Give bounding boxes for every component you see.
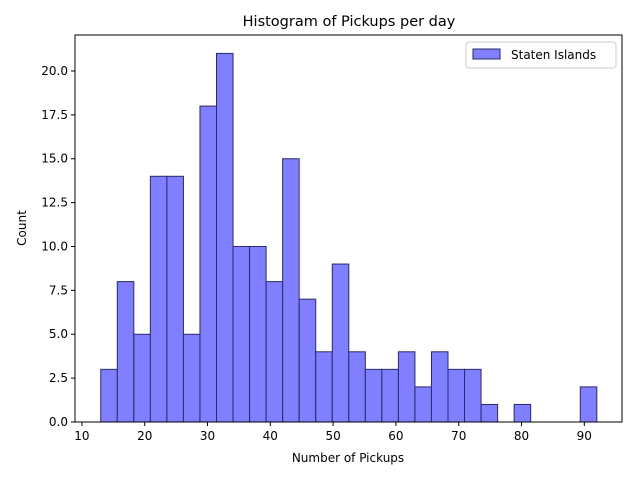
histogram-bar [282, 158, 300, 423]
y-axis-title: Count [15, 210, 29, 246]
x-tick-label: 40 [263, 429, 278, 443]
histogram-bar [133, 333, 151, 423]
legend-swatch [472, 48, 501, 60]
histogram-bar [149, 175, 168, 423]
histogram-bar [116, 281, 135, 423]
plot-frame [74, 34, 623, 423]
y-tick-label: 20.0 [41, 64, 68, 78]
histogram-bar [249, 245, 267, 423]
histogram-bar [166, 175, 184, 423]
histogram-bar [265, 281, 284, 423]
x-tick-label: 30 [200, 429, 215, 443]
histogram-bar [199, 105, 217, 423]
histogram-bar [182, 333, 201, 423]
bars-group [100, 52, 598, 423]
histogram-bar [315, 351, 333, 423]
histogram-bar [447, 368, 466, 423]
y-tick-label: 5.0 [49, 327, 68, 341]
y-axis-ticks: 0.0 2.5 5.0 7.5 10.0 12.5 15.0 17.5 20.0 [41, 64, 75, 429]
x-axis-ticks: 10 20 30 40 50 60 70 80 90 [74, 422, 592, 443]
y-tick-label: 15.0 [41, 152, 68, 166]
chart-title: Histogram of Pickups per day [243, 14, 456, 30]
histogram-bar [430, 351, 449, 423]
y-tick-label: 7.5 [49, 283, 68, 297]
x-axis-title: Number of Pickups [292, 451, 404, 465]
histogram-bar [364, 368, 383, 423]
x-tick-label: 70 [451, 429, 466, 443]
histogram-bar [579, 386, 598, 423]
x-tick-label: 10 [74, 429, 89, 443]
histogram-bar [215, 52, 234, 423]
y-tick-label: 0.0 [49, 415, 68, 429]
histogram-bar [348, 351, 366, 423]
histogram-bar [100, 368, 118, 423]
legend-frame [465, 41, 617, 69]
histogram-bar [397, 351, 416, 423]
legend-label: Staten Islands [511, 48, 596, 62]
histogram-bar [464, 368, 482, 423]
histogram-bar [513, 403, 532, 423]
x-tick-label: 90 [577, 429, 592, 443]
y-tick-label: 12.5 [41, 196, 68, 210]
histogram-bar [298, 298, 317, 423]
x-tick-label: 80 [514, 429, 529, 443]
x-tick-label: 60 [388, 429, 403, 443]
histogram-bar [414, 386, 432, 423]
legend: Staten Islands [465, 41, 617, 69]
histogram-bar [331, 263, 350, 423]
y-tick-label: 10.0 [41, 239, 68, 253]
y-tick-label: 17.5 [41, 108, 68, 122]
histogram-bar [381, 368, 399, 423]
x-tick-label: 20 [137, 429, 152, 443]
y-tick-label: 2.5 [49, 371, 68, 385]
histogram-bar [480, 403, 499, 423]
x-tick-label: 50 [325, 429, 340, 443]
histogram-bar [232, 245, 251, 423]
